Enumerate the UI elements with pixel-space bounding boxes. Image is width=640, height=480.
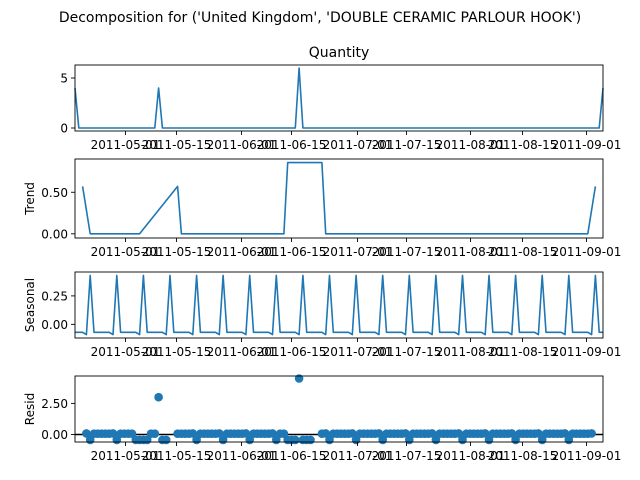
y-axis-label: Seasonal bbox=[23, 278, 37, 332]
resid-point bbox=[427, 429, 437, 438]
x-tick-label: 2011-06-15 bbox=[257, 245, 327, 259]
axes-frame bbox=[74, 271, 604, 339]
resid-point bbox=[401, 429, 410, 438]
resid-point bbox=[306, 435, 315, 445]
x-tick-label: 2011-07-15 bbox=[372, 245, 442, 259]
series-line-1 bbox=[74, 67, 604, 129]
x-tick-label: 2011-08-01 bbox=[436, 245, 506, 259]
y-tick-label: 0.00 bbox=[41, 318, 68, 332]
resid-point bbox=[534, 429, 543, 438]
x-tick-label: 2011-05-15 bbox=[142, 345, 212, 359]
panel-3: 0.000.252011-05-012011-05-152011-06-0120… bbox=[23, 271, 622, 359]
panels: 052011-05-012011-05-152011-06-012011-06-… bbox=[23, 45, 621, 463]
resid-point bbox=[454, 429, 464, 438]
panel-1: 0 5 2011-05-012011-05-152011-06-012011-06-… bbox=[60, 45, 621, 152]
x-tick-label: 2011-08-01 bbox=[436, 449, 506, 463]
x-tick-label: 2011-09-01 bbox=[552, 449, 622, 463]
axes-frame bbox=[74, 375, 604, 443]
series-line-1 bbox=[75, 274, 603, 336]
x-tick-label: 2011-07-01 bbox=[323, 449, 393, 463]
y-tick-label: 0 bbox=[60, 122, 68, 136]
resid-point bbox=[161, 435, 171, 445]
x-tick-label: 2011-07-01 bbox=[323, 345, 393, 359]
x-tick-label: 2011-09-01 bbox=[552, 245, 622, 259]
x-tick-label: 2011-08-01 bbox=[436, 345, 506, 359]
x-tick-label: 2011-06-15 bbox=[257, 138, 327, 152]
axes-frame bbox=[74, 64, 604, 132]
resid-point bbox=[279, 429, 289, 439]
x-tick-label: 2011-09-01 bbox=[552, 345, 622, 359]
x-tick-label: 2011-07-01 bbox=[323, 138, 393, 152]
resid-point bbox=[188, 429, 198, 438]
x-tick-label: 2011-08-15 bbox=[488, 245, 558, 259]
y-tick-label: 0.50 bbox=[41, 186, 68, 200]
figure-suptitle: Decomposition for ('United Kingdom', 'DO… bbox=[59, 10, 581, 26]
resid-point bbox=[374, 429, 384, 438]
x-tick-label: 2011-05-01 bbox=[91, 449, 161, 463]
resid-point bbox=[154, 392, 163, 402]
y-tick-label: 5 bbox=[60, 72, 68, 86]
resid-point bbox=[241, 429, 251, 438]
x-tick-label: 2011-07-01 bbox=[323, 245, 393, 259]
x-tick-label: 2011-08-15 bbox=[488, 138, 558, 152]
x-tick-label: 2011-06-01 bbox=[207, 245, 277, 259]
resid-point bbox=[127, 429, 137, 439]
y-axis-label: Trend bbox=[23, 182, 37, 216]
x-tick-label: 2011-05-01 bbox=[91, 138, 161, 152]
x-tick-label: 2011-06-01 bbox=[207, 449, 277, 463]
x-tick-label: 2011-06-01 bbox=[207, 345, 277, 359]
x-tick-label: 2011-05-01 bbox=[91, 345, 161, 359]
panel-4: 0.002.502011-05-012011-05-152011-06-0120… bbox=[23, 374, 621, 463]
axes-frame bbox=[74, 158, 604, 239]
resid-point bbox=[587, 429, 596, 438]
x-tick-label: 2011-05-15 bbox=[142, 245, 212, 259]
x-tick-label: 2011-06-01 bbox=[207, 138, 277, 152]
resid-point bbox=[321, 429, 331, 438]
resid-point bbox=[291, 435, 300, 445]
x-tick-label: 2011-08-01 bbox=[436, 138, 506, 152]
x-tick-label: 2011-06-15 bbox=[257, 345, 327, 359]
y-tick-label: 0.00 bbox=[41, 227, 68, 241]
resid-point bbox=[82, 429, 91, 438]
x-tick-label: 2011-05-15 bbox=[142, 138, 212, 152]
resid-point bbox=[294, 374, 304, 383]
x-tick-label: 2011-07-15 bbox=[372, 138, 442, 152]
x-tick-label: 2011-08-15 bbox=[488, 345, 558, 359]
resid-point bbox=[150, 429, 160, 439]
resid-point bbox=[108, 429, 118, 438]
x-tick-label: 2011-05-15 bbox=[142, 449, 212, 463]
resid-point bbox=[507, 429, 517, 438]
resid-point bbox=[560, 429, 570, 438]
resid-point bbox=[348, 429, 357, 438]
resid-point bbox=[215, 429, 224, 438]
y-axis-label: Resid bbox=[23, 393, 37, 425]
x-tick-label: 2011-07-15 bbox=[372, 345, 442, 359]
resid-point bbox=[480, 429, 490, 438]
x-tick-label: 2011-07-15 bbox=[372, 449, 442, 463]
x-tick-label: 2011-08-15 bbox=[488, 449, 558, 463]
resid-point bbox=[268, 429, 277, 438]
panel-2: 0.000.502011-05-012011-05-152011-06-0120… bbox=[23, 158, 622, 259]
series-line-1 bbox=[81, 161, 597, 235]
y-tick-label: 2.50 bbox=[41, 397, 68, 411]
x-tick-label: 2011-06-15 bbox=[257, 449, 327, 463]
panel-title: Quantity bbox=[309, 45, 370, 61]
y-tick-label: 0.00 bbox=[41, 428, 68, 442]
x-tick-label: 2011-09-01 bbox=[552, 138, 622, 152]
y-tick-label: 0.25 bbox=[41, 289, 68, 303]
x-tick-label: 2011-05-01 bbox=[91, 245, 161, 259]
